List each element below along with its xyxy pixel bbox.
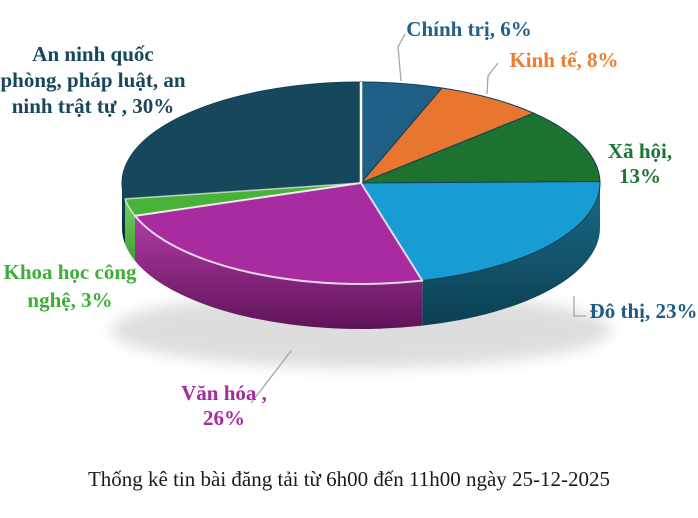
label-van-hoa-line2: 26% [203,406,245,430]
label-chinh-tri-line1: Chính trị, 6% [406,17,532,41]
pie-slice-do-thi[interactable] [360,181,601,282]
label-van-hoa[interactable]: Văn hóa , 26% [164,381,284,431]
pie-slice-van-hoa[interactable] [134,182,424,285]
label-khoa-hoc-line2: nghệ, 3% [27,288,113,312]
pie-slice-kinh-te[interactable] [360,87,535,184]
label-do-thi-line1: Đô thị, 23% [589,299,698,323]
label-an-ninh[interactable]: An ninh quốc phòng, pháp luật, an ninh t… [0,41,186,119]
label-xa-hoi-line2: 13% [619,164,661,188]
label-kinh-te[interactable]: Kinh tế, 8% [498,48,630,73]
label-van-hoa-line1: Văn hóa , [181,381,267,405]
label-an-ninh-line3: ninh trật tự , 30% [11,94,175,118]
label-xa-hoi-line1: Xã hội, [607,139,673,163]
label-an-ninh-line1: An ninh quốc [32,42,154,66]
label-chinh-tri[interactable]: Chính trị, 6% [404,17,534,42]
leader-line-chinh-tri [397,33,406,82]
label-khoa-hoc-line1: Khoa học công [3,260,137,284]
pie-slice-an-ninh[interactable] [121,81,362,200]
label-xa-hoi[interactable]: Xã hội, 13% [592,139,688,189]
label-an-ninh-line2: phòng, pháp luật, an [0,68,186,92]
label-khoa-hoc[interactable]: Khoa học công nghệ, 3% [0,258,142,314]
pie-slice-xa-hoi[interactable] [360,112,601,184]
label-kinh-te-line1: Kinh tế, 8% [509,48,619,72]
label-do-thi[interactable]: Đô thị, 23% [586,299,698,324]
pie-slice-side-do-thi [422,183,600,326]
pie-slice-side-van-hoa [135,215,423,329]
chart-title: Thống kê tin bài đăng tải từ 6h00 đến 11… [87,467,611,491]
pie-slice-side-khoa-hoc [125,198,136,261]
leader-line-van-hoa [250,350,292,404]
leader-line-kinh-te [486,62,499,95]
leader-line-do-thi [573,296,586,317]
